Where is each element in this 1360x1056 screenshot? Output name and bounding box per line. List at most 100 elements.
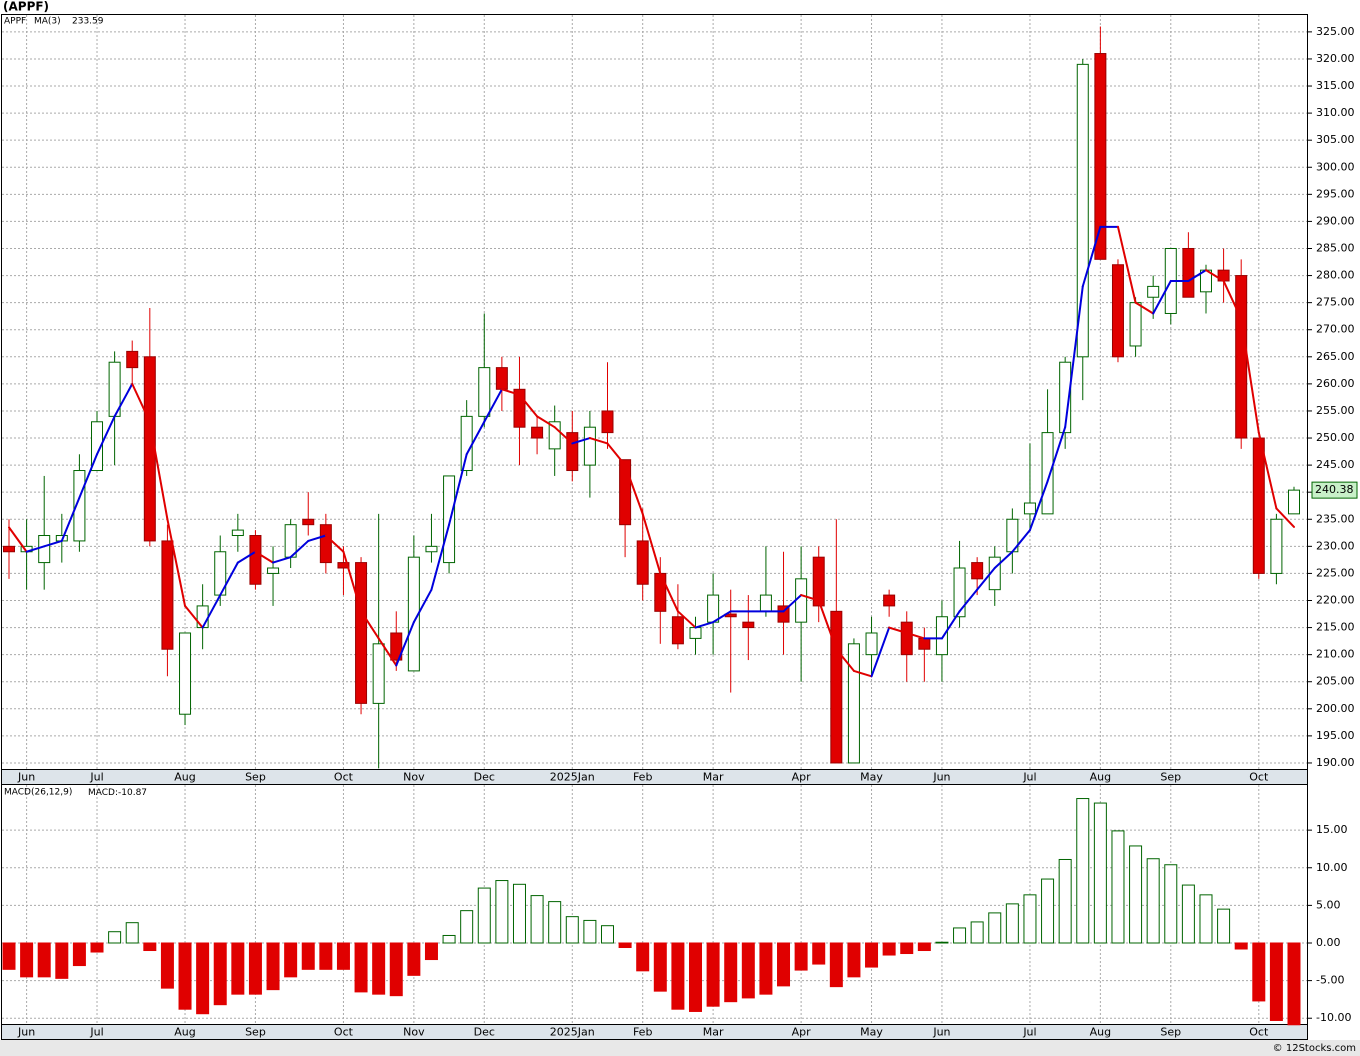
date-strip <box>1 1024 1308 1040</box>
x-tick-label: Sep <box>1160 1026 1181 1039</box>
ma-segment <box>166 518 187 607</box>
macd-bar <box>319 942 333 970</box>
candle-body <box>425 545 438 553</box>
candle-body <box>654 572 667 612</box>
ma-segment <box>201 594 222 629</box>
macd-bar <box>301 942 315 970</box>
ma-segment <box>553 426 574 445</box>
macd-bar <box>108 931 122 944</box>
macd-bar <box>847 942 861 978</box>
x-tick-label: Oct <box>1249 1026 1269 1039</box>
macd-bar <box>618 942 632 949</box>
candle-body <box>443 475 456 564</box>
macd-bar <box>900 942 914 955</box>
x-tick-label: Feb <box>633 1026 652 1039</box>
candle-body <box>847 643 860 764</box>
candle-body <box>971 562 984 580</box>
macd-bar <box>143 942 157 952</box>
macd-bar <box>72 942 86 967</box>
candle-body <box>478 367 491 417</box>
ma-segment <box>430 523 451 591</box>
macd-legend-name: MACD: <box>88 788 118 798</box>
ma-segment <box>1257 431 1278 510</box>
ma-segment <box>976 567 996 591</box>
y-tick-label: 10.00 <box>1316 861 1348 874</box>
candle-body <box>777 605 790 623</box>
legend-ma: MA(3) <box>34 17 61 27</box>
candle-body <box>953 567 966 618</box>
y-tick-label: 195.00 <box>1316 729 1355 742</box>
candle-body <box>900 621 913 656</box>
ma-segment <box>1222 279 1243 320</box>
candle-body <box>319 524 332 564</box>
candle-body <box>267 567 280 574</box>
ma-segment <box>993 550 1014 570</box>
ma-segment <box>905 631 926 640</box>
candle-body <box>566 432 579 472</box>
ma-segment <box>782 594 803 613</box>
ma-segment <box>1134 301 1155 315</box>
x-tick-label: 2025Jan <box>550 1026 595 1039</box>
ma-segment <box>483 388 503 423</box>
x-tick-label: Aug <box>174 1026 195 1039</box>
candle-body <box>38 535 51 564</box>
macd-bar <box>354 942 368 993</box>
macd-bar <box>917 942 931 952</box>
y-tick-label: 260.00 <box>1316 377 1355 390</box>
y-tick-label: 210.00 <box>1316 648 1355 661</box>
macd-bar <box>336 942 350 970</box>
macd-bar <box>794 942 808 971</box>
macd-bar <box>865 942 879 968</box>
ma-segment <box>588 437 609 445</box>
macd-bar <box>231 942 245 995</box>
candle-body <box>742 621 755 629</box>
macd-bar <box>565 916 579 944</box>
candle-body <box>1182 247 1195 298</box>
macd-bar <box>759 942 773 995</box>
candle-body <box>1235 275 1248 439</box>
ma-segment <box>254 550 275 564</box>
y-tick-label: 200.00 <box>1316 702 1355 715</box>
macd-bar <box>1129 845 1143 944</box>
chart-title: (APPF) <box>3 0 49 14</box>
candle-body <box>126 350 139 369</box>
candle-body <box>161 540 174 650</box>
footer: © 12Stocks.com <box>1273 1043 1356 1054</box>
macd-bar <box>213 942 227 1006</box>
ma-segment <box>800 594 820 602</box>
macd-bar <box>1076 798 1090 944</box>
ma-segment <box>676 610 697 629</box>
macd-bar <box>1252 942 1266 1002</box>
macd-bar <box>1199 894 1213 944</box>
candle-body <box>302 518 315 526</box>
x-tick-label: Mar <box>703 1026 724 1039</box>
candle-body <box>671 616 684 645</box>
x-tick-label: Aug <box>1090 771 1111 784</box>
candle-body <box>1059 361 1072 434</box>
x-tick-label: Sep <box>245 1026 266 1039</box>
candle-body <box>707 594 720 623</box>
ma-segment <box>1064 285 1084 429</box>
y-tick-label: 220.00 <box>1316 593 1355 606</box>
candle-body <box>73 470 86 542</box>
x-tick-label: Jul <box>1022 771 1036 784</box>
candle-body <box>689 627 702 639</box>
ma-segment <box>131 382 151 423</box>
ma-segment <box>536 415 556 429</box>
macd-bar <box>1234 942 1248 950</box>
x-tick-label: Sep <box>245 771 266 784</box>
y-tick-label: 280.00 <box>1316 269 1355 282</box>
y-tick-label: 320.00 <box>1316 52 1355 65</box>
candle-body <box>619 459 632 526</box>
ma-segment <box>852 669 873 678</box>
candle-body <box>390 632 403 661</box>
y-tick-label: -10.00 <box>1316 1011 1351 1024</box>
ma-segment <box>184 604 204 629</box>
candle-body <box>1288 489 1300 515</box>
y-tick-label: 305.00 <box>1316 133 1355 146</box>
macd-bar <box>988 912 1002 944</box>
x-tick-label: Oct <box>334 1026 354 1039</box>
x-tick-label: Jul <box>89 1026 103 1039</box>
candle-body <box>179 632 192 715</box>
